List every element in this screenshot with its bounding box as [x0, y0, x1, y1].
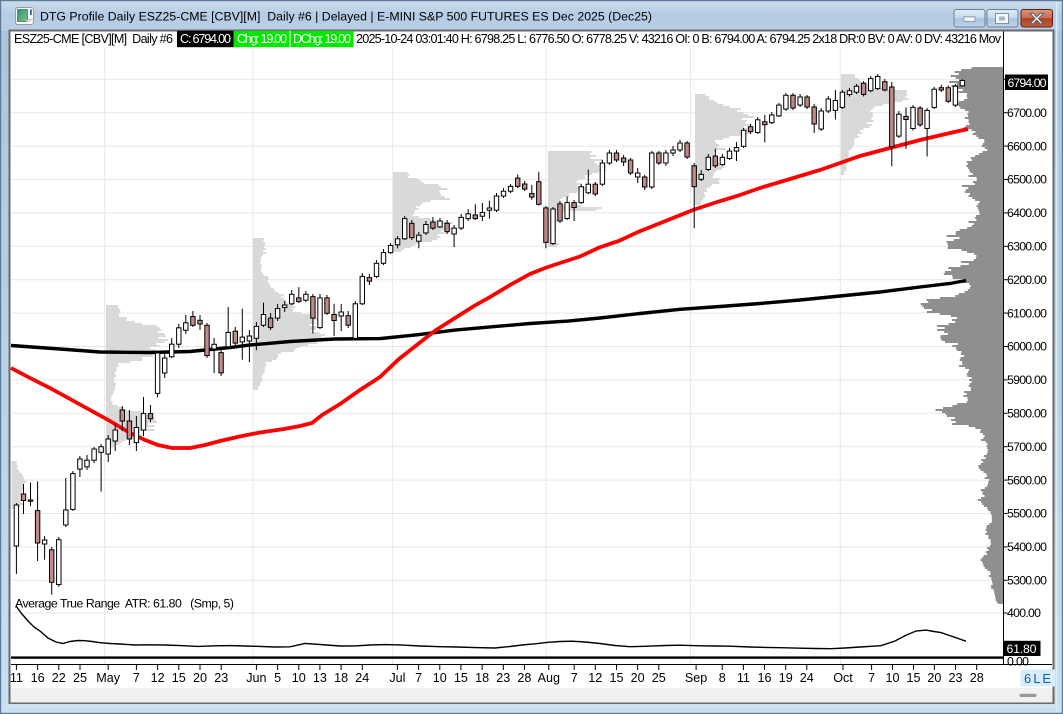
- svg-text:7: 7: [133, 671, 140, 685]
- svg-text:6300.00: 6300.00: [1007, 240, 1047, 254]
- svg-text:19: 19: [779, 671, 793, 685]
- svg-text:10: 10: [433, 671, 447, 685]
- svg-text:6500.00: 6500.00: [1007, 173, 1047, 187]
- svg-text:Sep: Sep: [685, 671, 707, 685]
- svg-text:24: 24: [800, 671, 814, 685]
- svg-text:Aug: Aug: [538, 671, 560, 685]
- svg-text:11: 11: [10, 671, 23, 685]
- svg-text:11: 11: [737, 671, 750, 685]
- svg-text:28: 28: [517, 671, 531, 685]
- svg-text:12: 12: [151, 671, 165, 685]
- svg-text:DTG Profile Daily ESZ25-CME [C: DTG Profile Daily ESZ25-CME [CBV][M] Dai…: [40, 10, 652, 24]
- svg-text:ESZ25-CME [CBV][M] Daily #6: ESZ25-CME [CBV][M] Daily #6: [14, 32, 173, 46]
- svg-text:61.80: 61.80: [1007, 642, 1037, 656]
- svg-text:400.00: 400.00: [1007, 606, 1041, 620]
- svg-text:7: 7: [415, 671, 422, 685]
- svg-text:20: 20: [631, 671, 645, 685]
- svg-text:12: 12: [588, 671, 602, 685]
- svg-text:5900.00: 5900.00: [1007, 373, 1047, 387]
- svg-text:15: 15: [172, 671, 186, 685]
- svg-text:6600.00: 6600.00: [1007, 139, 1047, 153]
- svg-text:6700.00: 6700.00: [1007, 106, 1047, 120]
- svg-text:8: 8: [719, 671, 726, 685]
- svg-text:Jun: Jun: [246, 671, 266, 685]
- svg-text:5300.00: 5300.00: [1007, 574, 1047, 588]
- svg-text:25: 25: [73, 671, 87, 685]
- svg-text:6200.00: 6200.00: [1007, 273, 1047, 287]
- svg-text:23: 23: [496, 671, 510, 685]
- svg-text:DChg: 19.00: DChg: 19.00: [293, 32, 351, 46]
- svg-text:15: 15: [454, 671, 468, 685]
- svg-text:6 L E: 6 L E: [1024, 671, 1051, 686]
- svg-text:5800.00: 5800.00: [1007, 407, 1047, 421]
- svg-text:23: 23: [948, 671, 962, 685]
- svg-text:10: 10: [292, 671, 306, 685]
- svg-text:22: 22: [52, 671, 66, 685]
- svg-text:Chg: 19.00: Chg: 19.00: [237, 32, 287, 46]
- svg-text:23: 23: [214, 671, 228, 685]
- svg-text:5400.00: 5400.00: [1007, 540, 1047, 554]
- svg-text:6100.00: 6100.00: [1007, 306, 1047, 320]
- svg-text:15: 15: [906, 671, 920, 685]
- svg-text:20: 20: [927, 671, 941, 685]
- svg-text:13: 13: [313, 671, 327, 685]
- svg-text:May: May: [96, 671, 120, 685]
- svg-text:5700.00: 5700.00: [1007, 440, 1047, 454]
- svg-text:Oct: Oct: [833, 671, 853, 685]
- svg-text:15: 15: [609, 671, 623, 685]
- svg-text:C: 6794.00: C: 6794.00: [180, 32, 231, 46]
- svg-text:Average True Range ATR: 61.80: Average True Range ATR: 61.80 (Smp, 5): [15, 597, 234, 611]
- svg-text:5: 5: [274, 671, 281, 685]
- svg-text:6000.00: 6000.00: [1007, 340, 1047, 354]
- svg-text:Jul: Jul: [389, 671, 405, 685]
- svg-text:2025-10-24 03:01:40 H: 6798.25: 2025-10-24 03:01:40 H: 6798.25 L: 6776.5…: [356, 32, 1002, 46]
- svg-text:28: 28: [970, 671, 984, 685]
- svg-text:25: 25: [652, 671, 666, 685]
- svg-text:10: 10: [885, 671, 899, 685]
- svg-text:18: 18: [334, 671, 348, 685]
- svg-text:16: 16: [757, 671, 771, 685]
- svg-text:24: 24: [355, 671, 369, 685]
- svg-text:5500.00: 5500.00: [1007, 507, 1047, 521]
- svg-text:7: 7: [571, 671, 578, 685]
- svg-text:6794.00: 6794.00: [1008, 76, 1047, 90]
- svg-text:20: 20: [193, 671, 207, 685]
- svg-text:5600.00: 5600.00: [1007, 473, 1047, 487]
- svg-text:7: 7: [868, 671, 875, 685]
- svg-text:18: 18: [475, 671, 489, 685]
- svg-text:6400.00: 6400.00: [1007, 206, 1047, 220]
- svg-text:0.00: 0.00: [1007, 655, 1029, 669]
- svg-text:16: 16: [31, 671, 45, 685]
